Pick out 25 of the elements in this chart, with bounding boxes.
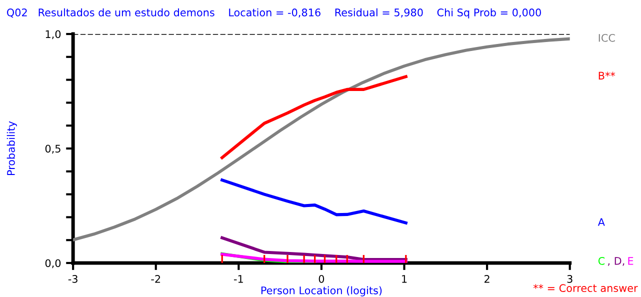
- text: , D,: [608, 257, 624, 266]
- text: A: [598, 218, 605, 226]
- x-tick-label: -2: [151, 274, 160, 283]
- y-tick-label: 0,0: [45, 259, 61, 268]
- line-series: [220, 252, 408, 263]
- chart-title: Q02 Resultados de um estudo demons Location = -0,816 Residual = 5,980 Chi Sq Prob = 0,000: [6, 8, 541, 18]
- text: B**: [598, 72, 616, 80]
- text: C: [598, 256, 605, 265]
- line-series: [220, 236, 408, 262]
- x-tick-label: 2: [484, 274, 490, 283]
- text: ** = Correct answer: [533, 284, 638, 292]
- x-tick-label: 1: [402, 275, 407, 283]
- x-tick-label: 0: [318, 274, 324, 283]
- y-axis-title: Probability: [6, 121, 17, 176]
- x-tick-label: -1: [234, 275, 243, 283]
- text: ICC: [598, 34, 615, 42]
- x-axis-title: Person Location (logits): [261, 286, 382, 296]
- y-tick-label: 0,5: [45, 144, 60, 154]
- line-series: [73, 37, 570, 242]
- y-tick-label: 1,0: [46, 30, 61, 40]
- text: E: [628, 257, 634, 265]
- line-series: [220, 178, 408, 224]
- line-series: [220, 75, 408, 160]
- x-tick-label: -3: [68, 274, 78, 283]
- x-tick-label: 3: [567, 274, 572, 283]
